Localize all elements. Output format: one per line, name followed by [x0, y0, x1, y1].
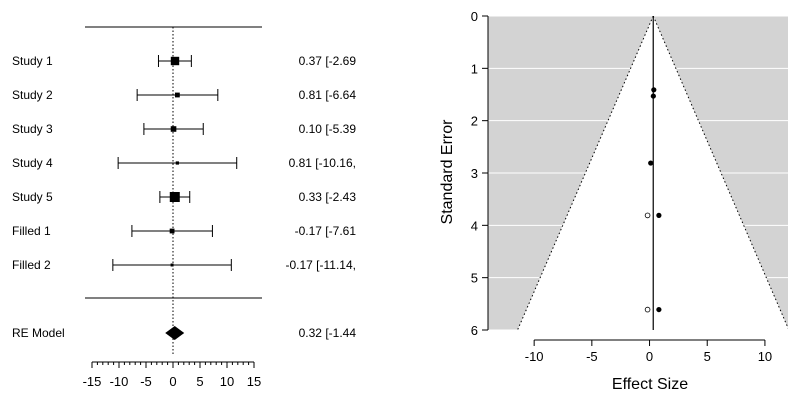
observed-study-point: [656, 306, 662, 313]
forest-x-tick-label: -10: [110, 374, 129, 389]
study-label: Filled 2: [12, 258, 51, 272]
funnel-y-tick-label: 3: [471, 166, 478, 181]
funnel-right-boundary: [652, 16, 788, 330]
funnel-plot-area: [488, 16, 788, 330]
study-label: Study 4: [12, 156, 53, 170]
funnel-x-tick-label: 10: [758, 349, 772, 364]
forest-x-tick-label: -15: [83, 374, 102, 389]
forest-x-tick-label: -5: [140, 374, 152, 389]
observed-study-point: [651, 87, 657, 93]
funnel-x-axis-title: Effect Size: [612, 376, 688, 393]
study-ci-text: 0.33 [-2.43: [299, 190, 357, 204]
funnel-x-tick-label: -10: [525, 349, 544, 364]
funnel-y-axis-title: Standard Error: [439, 119, 456, 225]
funnel-x-tick-label: 5: [704, 349, 711, 364]
funnel-y-tick-label: 1: [471, 61, 478, 76]
funnel-x-tick-label: -5: [586, 349, 598, 364]
study-estimate-square: [170, 56, 180, 66]
study-ci-text: 0.81 [-6.64: [299, 88, 357, 102]
study-label: Study 3: [12, 122, 53, 136]
funnel-left-boundary: [517, 16, 654, 330]
study-estimate-square: [170, 126, 177, 132]
funnel-plot: 0 1 2 3 4 5 6 -10 -5 0 5 10 Effect Size Standard Erro…: [439, 9, 788, 393]
observed-study-point: [656, 212, 662, 218]
funnel-y-tick-label: 4: [471, 218, 478, 233]
summary-diamond: [165, 326, 185, 340]
observed-study-point: [650, 93, 656, 99]
forest-x-tick-label: 15: [247, 374, 261, 389]
summary-ci-text: 0.32 [-1.44: [299, 326, 357, 340]
filled-study-point: [644, 306, 651, 313]
study-ci-text: 0.37 [-2.69: [299, 54, 357, 68]
study-estimate-square: [175, 161, 179, 165]
study-ci-text: 0.81 [-10.16,: [289, 156, 356, 170]
study-label: Filled 1: [12, 224, 51, 238]
forest-x-tick-label: 0: [169, 374, 176, 389]
study-ci-text: -0.17 [-7.61: [295, 224, 357, 238]
forest-plot: Study 1 0.37 [-2.69 Study 2 0.81 [-6.64 Stud…: [12, 26, 357, 389]
study-label: Study 1: [12, 54, 53, 68]
study-ci-text: -0.17 [-11.14,: [286, 258, 357, 272]
funnel-y-tick-label: 6: [471, 323, 478, 338]
forest-x-tick-label: 10: [220, 374, 234, 389]
study-ci-text: 0.10 [-5.39: [299, 122, 357, 136]
funnel-y-tick-label: 5: [471, 271, 478, 286]
filled-study-point: [644, 212, 651, 219]
study-estimate-square: [169, 192, 180, 202]
funnel-x-tick-label: 0: [646, 349, 653, 364]
forest-x-tick-label: 5: [196, 374, 203, 389]
funnel-y-tick-label: 0: [471, 9, 478, 24]
summary-label: RE Model: [12, 326, 65, 340]
study-label: Study 2: [12, 88, 53, 102]
funnel-y-tick-label: 2: [471, 114, 478, 129]
study-label: Study 5: [12, 190, 53, 204]
study-estimate-square: [174, 92, 180, 98]
observed-study-point: [648, 160, 654, 166]
study-estimate-square: [170, 263, 174, 267]
study-estimate-square: [169, 228, 175, 234]
